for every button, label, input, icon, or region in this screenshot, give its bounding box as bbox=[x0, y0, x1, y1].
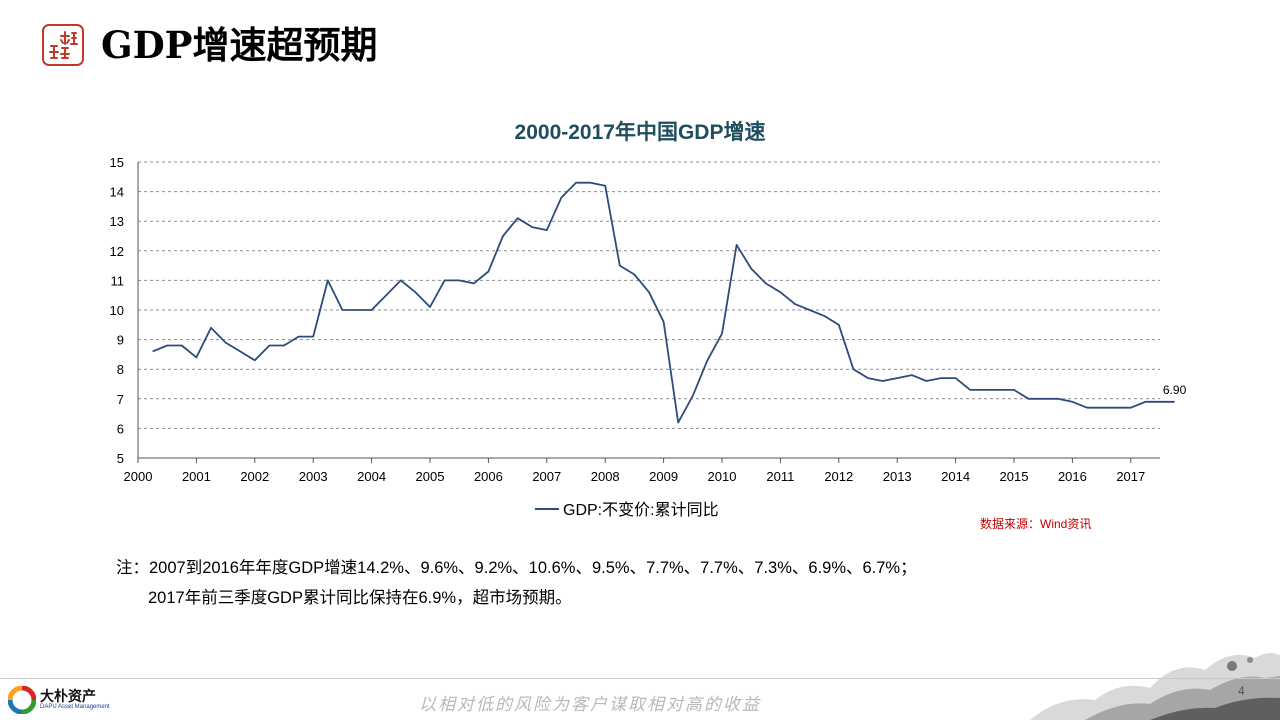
y-tick-label: 8 bbox=[117, 362, 124, 377]
x-tick-label: 2011 bbox=[766, 469, 794, 484]
company-seal-logo bbox=[42, 24, 84, 66]
x-tick-label: 2015 bbox=[1000, 469, 1029, 484]
x-tick-label: 2014 bbox=[941, 469, 970, 484]
y-tick-label: 15 bbox=[110, 155, 124, 170]
x-tick-label: 2001 bbox=[182, 469, 211, 484]
y-tick-label: 10 bbox=[110, 303, 124, 318]
x-tick-label: 2013 bbox=[883, 469, 912, 484]
page-number: 4 bbox=[1238, 684, 1245, 698]
ink-landscape-decoration bbox=[1030, 653, 1280, 720]
x-tick-label: 2017 bbox=[1116, 469, 1145, 484]
slide-title: GDP增速超预期 bbox=[101, 23, 378, 67]
x-tick-label: 2002 bbox=[240, 469, 269, 484]
x-tick-label: 2000 bbox=[124, 469, 153, 484]
data-source-note: 数据来源：Wind资讯 bbox=[980, 517, 1092, 531]
y-tick-label: 7 bbox=[117, 392, 124, 407]
footnote-line-2: 2017年前三季度GDP累计同比保持在6.9%，超市场预期。 bbox=[148, 589, 572, 607]
brand-subtitle: DAPU Asset Management bbox=[40, 704, 110, 710]
x-tick-label: 2003 bbox=[299, 469, 328, 484]
brand-ring-icon bbox=[8, 686, 36, 714]
y-tick-label: 6 bbox=[117, 421, 124, 436]
y-tick-label: 14 bbox=[110, 185, 124, 200]
x-tick-label: 2004 bbox=[357, 469, 386, 484]
x-tick-label: 2012 bbox=[824, 469, 853, 484]
x-tick-label: 2007 bbox=[532, 469, 561, 484]
y-tick-label: 9 bbox=[117, 333, 124, 348]
series-line-gdp bbox=[152, 181, 1175, 424]
gdp-line-chart: 5 6 7 8 9 10 11 12 13 14 15 2000 2001 2002 2003 2004 200… bbox=[110, 155, 1187, 519]
y-tick-label: 5 bbox=[117, 451, 124, 466]
y-tick-label: 11 bbox=[111, 273, 125, 288]
y-tick-label: 12 bbox=[110, 244, 124, 259]
x-tick-label: 2005 bbox=[416, 469, 445, 484]
data-label-last-value: 6.90 bbox=[1163, 383, 1187, 397]
footer-tagline: 以相对低的风险为客户谋取相对高的收益 bbox=[419, 695, 761, 715]
footer-divider bbox=[0, 678, 1280, 679]
chart-title: 2000-2017年中国GDP增速 bbox=[514, 121, 766, 144]
x-tick-label: 2006 bbox=[474, 469, 503, 484]
y-tick-label: 13 bbox=[110, 214, 124, 229]
x-tick-label: 2010 bbox=[708, 469, 737, 484]
legend-label: GDP:不变价:累计同比 bbox=[563, 501, 719, 519]
x-tick-label: 2008 bbox=[591, 469, 620, 484]
brand-name: 大朴资产 bbox=[40, 688, 96, 704]
footnote-line-1: 注：2007到2016年年度GDP增速14.2%、9.6%、9.2%、10.6%… bbox=[116, 559, 917, 577]
seal-glyph-icon bbox=[49, 31, 78, 59]
x-tick-label: 2016 bbox=[1058, 469, 1087, 484]
x-tick-label: 2009 bbox=[649, 469, 678, 484]
brand-logo: 大朴资产 DAPU Asset Management bbox=[8, 684, 123, 716]
